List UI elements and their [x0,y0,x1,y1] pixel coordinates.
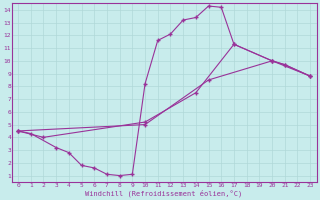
X-axis label: Windchill (Refroidissement éolien,°C): Windchill (Refroidissement éolien,°C) [85,189,243,197]
